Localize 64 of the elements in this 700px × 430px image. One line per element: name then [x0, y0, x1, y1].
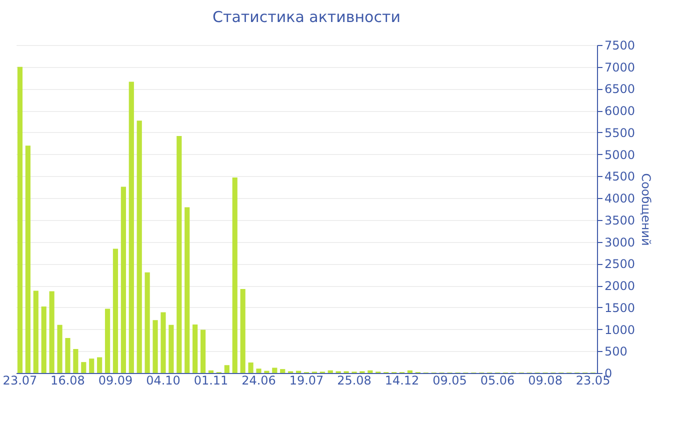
bar: [280, 369, 286, 373]
bar: [104, 308, 110, 373]
bar: [49, 291, 54, 373]
bar: [73, 348, 78, 373]
bar: [248, 362, 254, 373]
bar: [240, 289, 246, 373]
bar: [17, 66, 23, 373]
x-tick-label: 19.07: [289, 374, 324, 388]
bar: [176, 136, 182, 373]
x-tick-label: 14.12: [384, 374, 420, 388]
bar: [272, 368, 278, 373]
y-tick-label: 7000: [604, 60, 636, 74]
y-tick-label: 5500: [604, 126, 636, 140]
bar: [168, 324, 174, 373]
bar: [97, 357, 102, 373]
x-tick-label: 01.11: [194, 374, 228, 388]
bar: [328, 370, 333, 373]
chart-title: Статистика активности: [212, 8, 400, 26]
bar: [192, 324, 198, 373]
bar: [160, 312, 166, 373]
bar: [136, 120, 142, 373]
bar: [81, 362, 86, 373]
y-tick-label: 3000: [604, 235, 636, 250]
x-tick-label: 09.08: [528, 374, 562, 388]
bar: [200, 330, 206, 373]
x-tick-label: 25.08: [337, 374, 372, 388]
x-tick-label: 05.06: [480, 374, 515, 388]
y-tick-label: 2500: [604, 257, 636, 272]
y-tick-label: 6500: [604, 82, 636, 96]
bar: [144, 272, 150, 373]
y-tick-label: 3500: [604, 213, 636, 228]
bar: [224, 365, 230, 373]
x-tick-label: 16.08: [50, 374, 85, 388]
bar: [57, 324, 62, 373]
x-tick-label: 24.06: [242, 374, 276, 388]
bar: [33, 290, 38, 373]
y-tick-label: 6000: [604, 104, 636, 118]
bar: [407, 370, 413, 373]
y-tick-label: 4500: [604, 170, 636, 184]
x-tick-label: 23.07: [2, 374, 38, 388]
y-tick-label: 500: [604, 344, 628, 359]
y-tick-label: 2000: [604, 279, 636, 294]
y-tick-label: 5000: [604, 148, 636, 162]
bar: [89, 358, 94, 373]
bar: [152, 320, 158, 373]
bar: [184, 207, 190, 373]
y-tick-label: 1000: [604, 322, 636, 337]
bar: [368, 370, 373, 373]
y-tick-label: 7500: [604, 38, 636, 52]
bar: [112, 248, 118, 373]
bar: [65, 338, 70, 373]
bar: [25, 146, 30, 373]
x-tick-label: 09.09: [98, 374, 133, 388]
bar: [208, 370, 214, 373]
y-axis-title: Сообщений: [639, 173, 654, 246]
y-tick-label: 4000: [604, 192, 636, 206]
bar: [256, 368, 262, 373]
bar: [120, 186, 126, 373]
bar: [41, 306, 46, 373]
bar: [128, 82, 134, 373]
y-tick-label: 1500: [604, 300, 636, 315]
x-tick-label: 04.10: [146, 374, 180, 388]
bar: [232, 178, 238, 373]
x-tick-label: 09.05: [432, 374, 467, 388]
